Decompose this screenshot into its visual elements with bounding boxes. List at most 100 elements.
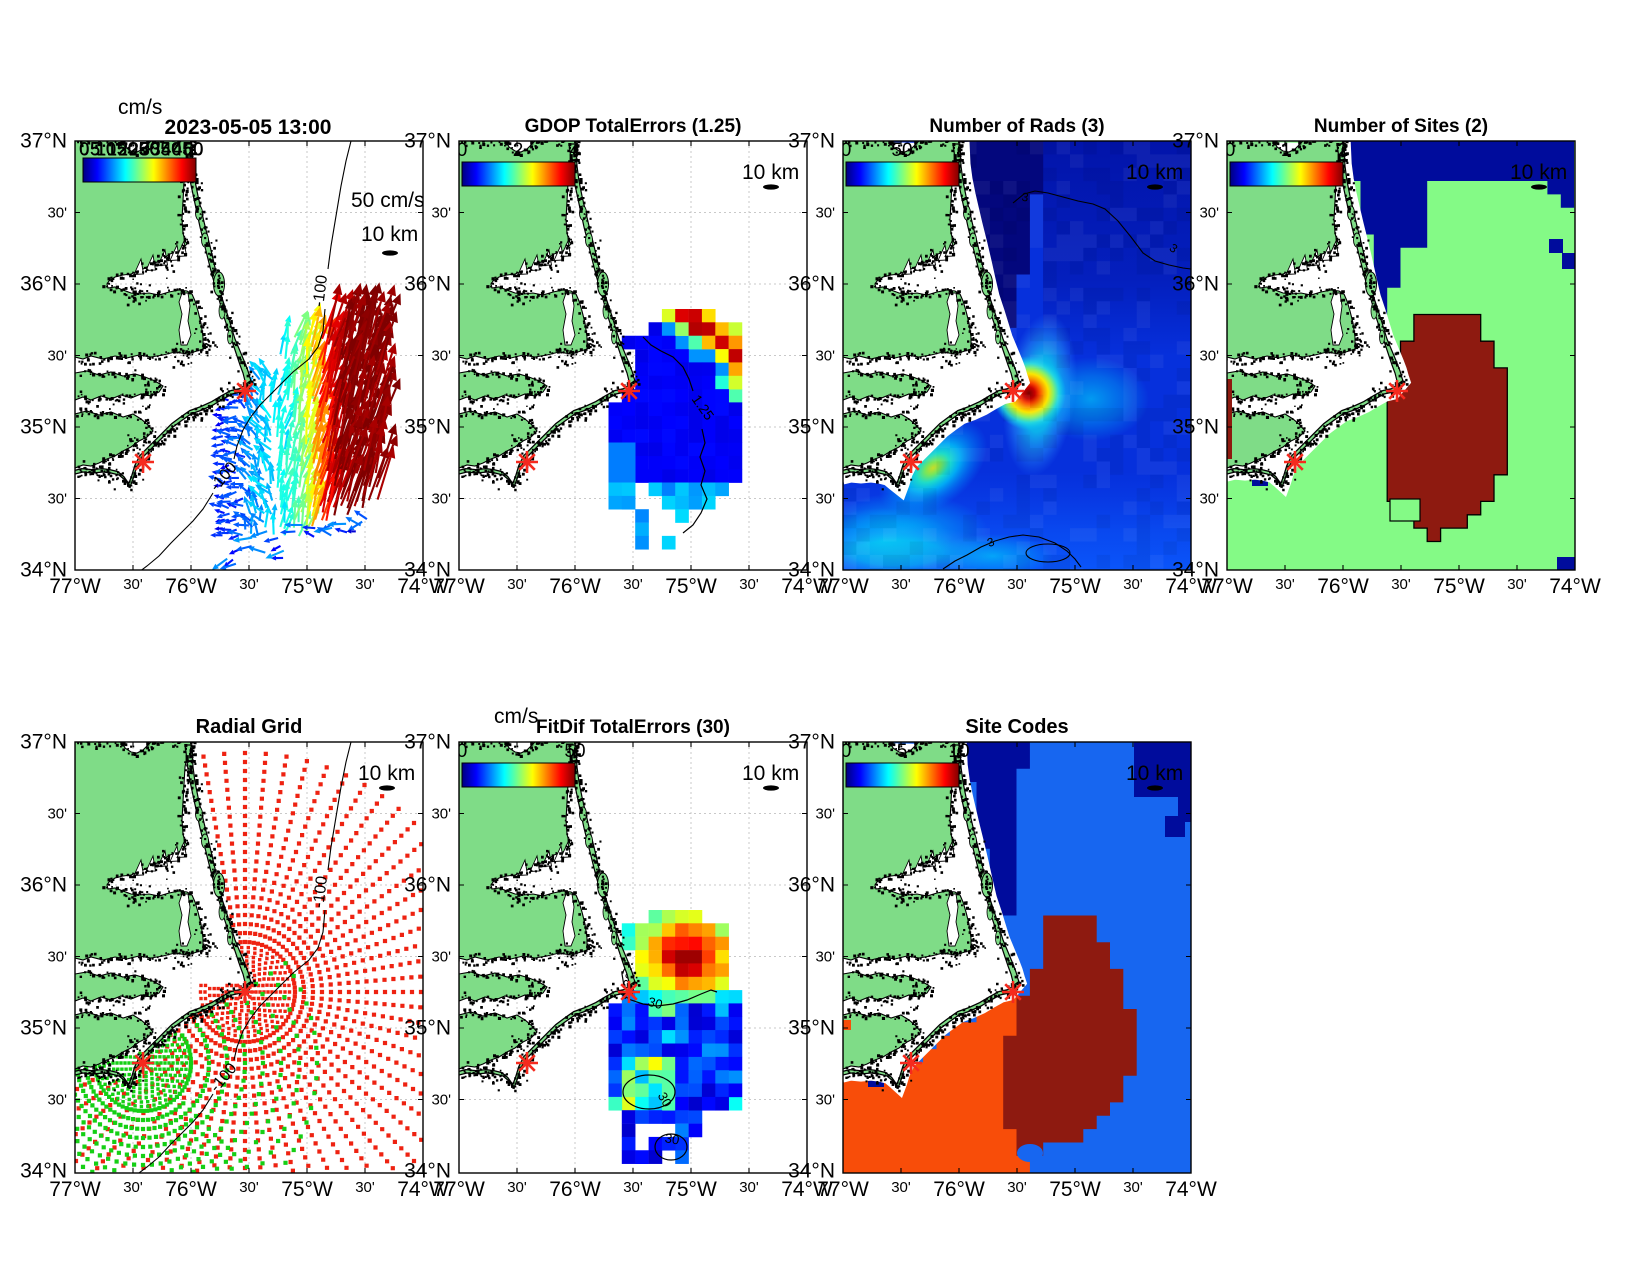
- svg-text:10 km: 10 km: [742, 762, 799, 785]
- svg-text:75°W: 75°W: [1433, 575, 1485, 598]
- svg-text:50 cm/s: 50 cm/s: [351, 189, 425, 212]
- svg-text:0: 0: [79, 140, 89, 160]
- svg-text:3: 3: [1021, 190, 1030, 205]
- svg-text:10 km: 10 km: [361, 223, 418, 246]
- svg-text:30': 30': [355, 1179, 375, 1196]
- svg-text:5: 5: [90, 139, 100, 159]
- svg-text:30': 30': [239, 576, 259, 593]
- svg-text:36°N: 36°N: [20, 273, 67, 296]
- svg-text:30: 30: [664, 1130, 681, 1147]
- svg-text:0: 0: [841, 741, 852, 762]
- svg-text:30': 30': [47, 948, 67, 965]
- svg-text:37°N: 37°N: [404, 731, 451, 754]
- svg-text:cm/s: cm/s: [494, 705, 538, 728]
- svg-text:36°N: 36°N: [788, 273, 835, 296]
- svg-text:30': 30': [431, 805, 451, 822]
- svg-text:30': 30': [123, 576, 143, 593]
- svg-text:30': 30': [815, 204, 835, 221]
- svg-text:75°W: 75°W: [281, 1178, 333, 1201]
- svg-text:37°N: 37°N: [20, 731, 67, 754]
- svg-text:30': 30': [431, 948, 451, 965]
- svg-text:30': 30': [815, 490, 835, 507]
- svg-text:0: 0: [79, 139, 89, 159]
- svg-text:30': 30': [47, 1091, 67, 1108]
- svg-text:50: 50: [564, 741, 585, 762]
- svg-text:10 km: 10 km: [742, 161, 799, 184]
- svg-text:30': 30': [891, 576, 911, 593]
- svg-text:36°N: 36°N: [404, 273, 451, 296]
- svg-text:40: 40: [161, 139, 181, 159]
- svg-text:74°W: 74°W: [1549, 575, 1601, 598]
- svg-text:77°W: 77°W: [1201, 575, 1253, 598]
- svg-text:30': 30': [815, 1091, 835, 1108]
- svg-text:30': 30': [1507, 576, 1527, 593]
- svg-text:30': 30': [1123, 1179, 1143, 1196]
- svg-text:30': 30': [815, 805, 835, 822]
- svg-text:35°N: 35°N: [788, 1017, 835, 1040]
- svg-text:34°N: 34°N: [404, 1160, 451, 1183]
- svg-text:40: 40: [162, 140, 182, 160]
- svg-text:75°W: 75°W: [1049, 1178, 1101, 1201]
- svg-text:77°W: 77°W: [49, 1178, 101, 1201]
- svg-text:2: 2: [513, 140, 524, 161]
- svg-text:77°W: 77°W: [433, 575, 485, 598]
- svg-text:30': 30': [47, 805, 67, 822]
- svg-text:77°W: 77°W: [49, 575, 101, 598]
- svg-text:34°N: 34°N: [20, 1160, 67, 1183]
- svg-text:30: 30: [646, 994, 664, 1012]
- svg-text:30': 30': [507, 576, 527, 593]
- svg-text:75°W: 75°W: [281, 575, 333, 598]
- svg-text:76°W: 76°W: [933, 575, 985, 598]
- svg-text:75°W: 75°W: [665, 575, 717, 598]
- svg-text:30': 30': [623, 1179, 643, 1196]
- svg-text:30': 30': [507, 1179, 527, 1196]
- svg-text:30': 30': [1007, 1179, 1027, 1196]
- svg-text:30': 30': [623, 576, 643, 593]
- svg-text:34°N: 34°N: [788, 559, 835, 582]
- svg-text:30: 30: [655, 1089, 675, 1109]
- svg-text:30': 30': [431, 204, 451, 221]
- svg-text:37°N: 37°N: [788, 130, 835, 153]
- svg-text:cm/s: cm/s: [118, 96, 162, 119]
- svg-text:75°W: 75°W: [665, 1178, 717, 1201]
- svg-text:36°N: 36°N: [20, 874, 67, 897]
- svg-text:30': 30': [47, 490, 67, 507]
- svg-text:15: 15: [107, 140, 127, 160]
- svg-text:77°W: 77°W: [817, 1178, 869, 1201]
- svg-text:30': 30': [1199, 490, 1219, 507]
- svg-text:35°N: 35°N: [20, 1017, 67, 1040]
- svg-text:10: 10: [948, 741, 969, 762]
- svg-text:30: 30: [139, 139, 159, 159]
- svg-text:37°N: 37°N: [1172, 130, 1219, 153]
- svg-text:35°N: 35°N: [788, 416, 835, 439]
- svg-text:74°W: 74°W: [1165, 1178, 1217, 1201]
- svg-text:Site Codes: Site Codes: [965, 716, 1068, 738]
- svg-text:74°W: 74°W: [781, 1178, 833, 1201]
- svg-text:36°N: 36°N: [404, 874, 451, 897]
- svg-text:30': 30': [431, 347, 451, 364]
- svg-text:30': 30': [815, 347, 835, 364]
- svg-text:3: 3: [985, 534, 996, 550]
- svg-text:37°N: 37°N: [20, 130, 67, 153]
- svg-text:Number of Rads (3): Number of Rads (3): [929, 116, 1104, 137]
- svg-text:45: 45: [172, 139, 192, 159]
- svg-text:34°N: 34°N: [20, 559, 67, 582]
- svg-text:30': 30': [239, 1179, 259, 1196]
- svg-text:50: 50: [183, 139, 203, 159]
- svg-text:0: 0: [841, 140, 852, 161]
- svg-text:77°W: 77°W: [817, 575, 869, 598]
- svg-text:1: 1: [1281, 140, 1292, 161]
- svg-text:36°N: 36°N: [788, 874, 835, 897]
- svg-text:10 km: 10 km: [358, 762, 415, 785]
- svg-text:25: 25: [129, 140, 149, 160]
- svg-text:74°W: 74°W: [397, 1178, 449, 1201]
- svg-text:76°W: 76°W: [165, 1178, 217, 1201]
- svg-text:FitDif TotalErrors (30): FitDif TotalErrors (30): [536, 717, 730, 738]
- svg-text:30': 30': [431, 490, 451, 507]
- svg-text:76°W: 76°W: [549, 1178, 601, 1201]
- svg-text:30': 30': [891, 1179, 911, 1196]
- svg-text:30': 30': [1199, 347, 1219, 364]
- svg-text:30': 30': [1007, 576, 1027, 593]
- svg-text:30': 30': [47, 347, 67, 364]
- svg-text:0: 0: [457, 741, 468, 762]
